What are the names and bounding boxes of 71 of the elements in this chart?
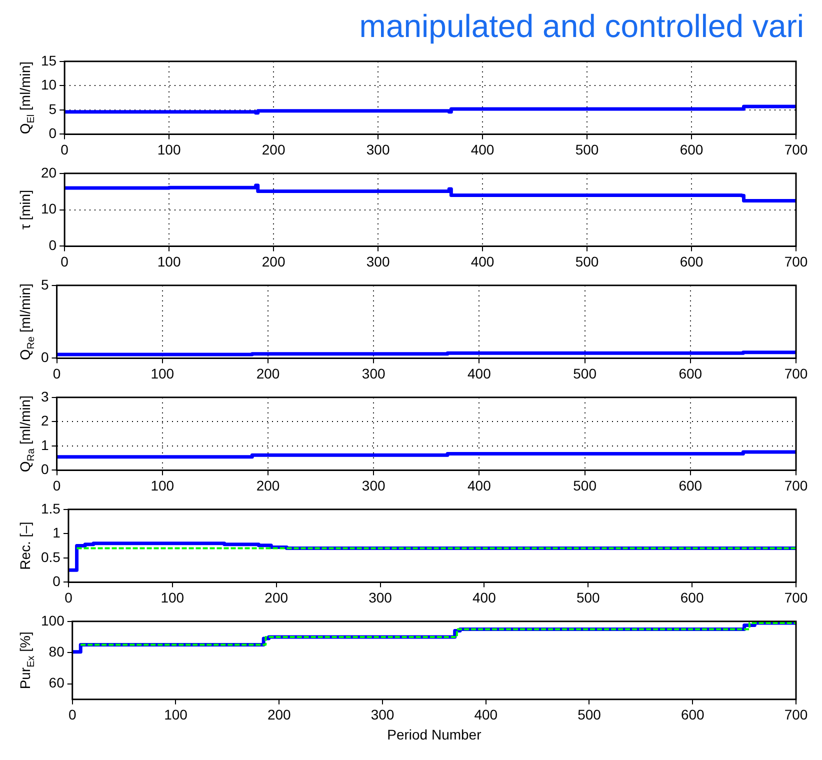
x-tick-label: 500 bbox=[578, 706, 602, 723]
x-tick-label: 600 bbox=[680, 589, 704, 606]
x-tick-label: 100 bbox=[150, 477, 174, 494]
y-tick-label: 0 bbox=[40, 349, 49, 366]
x-tick-label: 300 bbox=[362, 477, 386, 494]
x-tick-label: 300 bbox=[366, 253, 390, 270]
x-tick-label: 600 bbox=[678, 477, 702, 494]
y-tick-label: 1 bbox=[52, 524, 61, 541]
y-tick-label: 5 bbox=[48, 100, 57, 117]
x-tick-label: 700 bbox=[784, 589, 808, 606]
y-tick-label: 10 bbox=[40, 200, 57, 217]
x-tick-label: 600 bbox=[678, 365, 702, 382]
x-tick-label: 700 bbox=[784, 365, 808, 382]
y-axis-title: QRe [ml/min] bbox=[16, 284, 37, 360]
x-tick-label: 400 bbox=[472, 589, 496, 606]
y-tick-label: 2 bbox=[40, 412, 49, 429]
y-tick-label: 10 bbox=[40, 76, 57, 93]
x-tick-label: 600 bbox=[680, 706, 705, 723]
y-tick-label: 80 bbox=[48, 643, 65, 660]
x-tick-label: 400 bbox=[468, 365, 492, 382]
x-tick-label: 500 bbox=[573, 365, 597, 382]
chart-title: manipulated and controlled vari bbox=[358, 8, 805, 46]
x-tick-label: 400 bbox=[470, 141, 494, 158]
y-tick-label: 15 bbox=[40, 52, 57, 68]
x-tick-label: 300 bbox=[362, 365, 386, 382]
x-tick-label: 700 bbox=[784, 706, 808, 723]
y-tick-label: 5 bbox=[40, 276, 49, 292]
y-tick-label: 1.5 bbox=[40, 500, 61, 516]
x-tick-label: 100 bbox=[164, 706, 188, 723]
y-tick-label: 0 bbox=[40, 461, 49, 478]
y-tick-label: 100 bbox=[41, 612, 65, 628]
x-tick-label: 700 bbox=[784, 141, 808, 158]
x-tick-label: 100 bbox=[157, 141, 181, 158]
x-tick-label: 300 bbox=[368, 589, 392, 606]
y-tick-label: 0 bbox=[52, 573, 61, 590]
y-axis-title: Rec. [–] bbox=[16, 522, 33, 570]
x-tick-label: 200 bbox=[267, 706, 292, 723]
x-axis-title: Period Number bbox=[387, 726, 482, 742]
x-tick-label: 400 bbox=[468, 477, 492, 494]
x-tick-label: 200 bbox=[256, 365, 280, 382]
x-tick-label: 0 bbox=[68, 706, 76, 723]
x-tick-label: 100 bbox=[150, 365, 174, 382]
x-tick-label: 500 bbox=[575, 141, 599, 158]
y-tick-label: 60 bbox=[48, 674, 65, 691]
x-tick-label: 700 bbox=[784, 253, 808, 270]
y-tick-label: 20 bbox=[40, 164, 57, 180]
x-tick-label: 100 bbox=[160, 589, 184, 606]
x-tick-label: 400 bbox=[474, 706, 498, 723]
x-tick-label: 100 bbox=[157, 253, 181, 270]
y-tick-label: 0.5 bbox=[40, 548, 61, 565]
x-tick-label: 600 bbox=[680, 141, 704, 158]
x-tick-label: 200 bbox=[262, 141, 286, 158]
y-axis-title: QEl [ml/min] bbox=[16, 61, 37, 134]
x-tick-label: 300 bbox=[370, 706, 394, 723]
x-tick-label: 700 bbox=[784, 477, 808, 494]
x-tick-label: 300 bbox=[366, 141, 390, 158]
y-tick-label: 3 bbox=[40, 388, 49, 404]
y-tick-label: 0 bbox=[48, 125, 57, 142]
y-tick-label: 0 bbox=[48, 237, 57, 254]
x-tick-label: 200 bbox=[262, 253, 286, 270]
x-tick-label: 500 bbox=[576, 589, 600, 606]
x-tick-label: 500 bbox=[575, 253, 599, 270]
x-tick-label: 400 bbox=[470, 253, 494, 270]
y-axis-title: QRa [ml/min] bbox=[16, 396, 37, 472]
x-tick-label: 500 bbox=[573, 477, 597, 494]
y-tick-label: 1 bbox=[40, 436, 49, 453]
y-axis-title: τ [min] bbox=[16, 190, 33, 230]
x-tick-label: 200 bbox=[256, 477, 280, 494]
x-tick-label: 600 bbox=[680, 253, 704, 270]
x-tick-label: 200 bbox=[264, 589, 288, 606]
y-axis-title: PurEx [%] bbox=[16, 632, 37, 690]
